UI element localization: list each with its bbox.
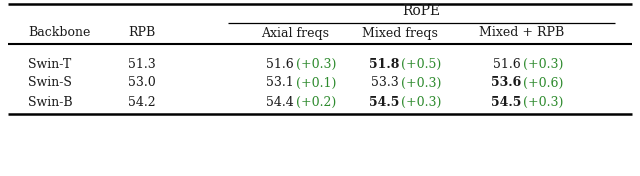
Text: (+0.3): (+0.3) bbox=[401, 96, 442, 108]
Text: 54.5: 54.5 bbox=[491, 96, 521, 108]
Text: 53.1: 53.1 bbox=[266, 77, 294, 90]
Text: (+0.1): (+0.1) bbox=[296, 77, 337, 90]
Text: Mixed freqs: Mixed freqs bbox=[362, 27, 438, 39]
Text: Swin-S: Swin-S bbox=[28, 77, 72, 90]
Text: (+0.3): (+0.3) bbox=[296, 58, 337, 71]
Text: 51.3: 51.3 bbox=[128, 58, 156, 71]
Text: 51.6: 51.6 bbox=[493, 58, 521, 71]
Text: 53.0: 53.0 bbox=[128, 77, 156, 90]
Text: (+0.3): (+0.3) bbox=[523, 58, 563, 71]
Text: (+0.6): (+0.6) bbox=[523, 77, 563, 90]
Text: Swin-T: Swin-T bbox=[28, 58, 71, 71]
Text: 51.8: 51.8 bbox=[369, 58, 399, 71]
Text: Backbone: Backbone bbox=[28, 27, 90, 39]
Text: (+0.5): (+0.5) bbox=[401, 58, 441, 71]
Text: (+0.2): (+0.2) bbox=[296, 96, 336, 108]
Text: 54.4: 54.4 bbox=[266, 96, 294, 108]
Text: Mixed + RPB: Mixed + RPB bbox=[479, 27, 564, 39]
Text: 53.6: 53.6 bbox=[491, 77, 521, 90]
Text: (+0.3): (+0.3) bbox=[523, 96, 563, 108]
Text: 51.6: 51.6 bbox=[266, 58, 294, 71]
Text: Axial freqs: Axial freqs bbox=[261, 27, 329, 39]
Text: 54.2: 54.2 bbox=[128, 96, 156, 108]
Text: (+0.3): (+0.3) bbox=[401, 77, 442, 90]
Text: RoPE: RoPE bbox=[403, 4, 440, 18]
Text: RPB: RPB bbox=[129, 27, 156, 39]
Text: 53.3: 53.3 bbox=[371, 77, 399, 90]
Text: Swin-B: Swin-B bbox=[28, 96, 72, 108]
Text: 54.5: 54.5 bbox=[369, 96, 399, 108]
